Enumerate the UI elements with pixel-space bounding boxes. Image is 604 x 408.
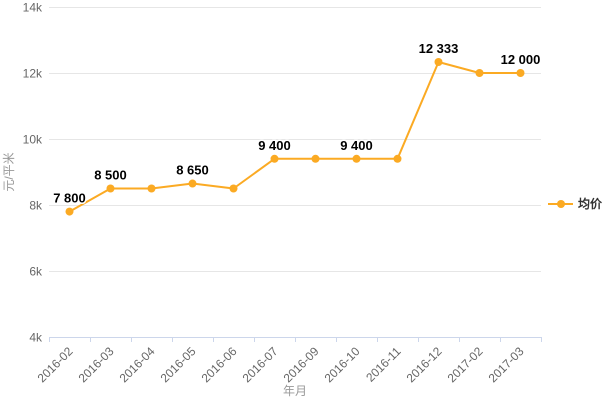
x-axis-tick-label: 2016-06 — [199, 344, 240, 385]
data-point-label: 8 650 — [176, 163, 209, 178]
data-point[interactable] — [516, 69, 525, 77]
data-point-label: 8 500 — [94, 168, 127, 183]
data-point[interactable] — [106, 184, 115, 193]
data-point-label: 12 333 — [419, 41, 459, 56]
x-axis-tick-label: 2016-04 — [117, 344, 158, 385]
data-point-label: 9 400 — [258, 138, 291, 153]
y-axis-title: 元/平米 — [2, 152, 16, 192]
x-axis-tick-label: 2016-07 — [240, 344, 281, 385]
data-point[interactable] — [270, 154, 279, 163]
y-axis-tick-label: 4k — [29, 331, 43, 345]
y-axis-tick-label: 12k — [23, 67, 43, 81]
data-point-label: 7 800 — [53, 191, 86, 206]
data-point[interactable] — [229, 184, 238, 193]
data-point[interactable] — [434, 58, 443, 67]
data-point[interactable] — [393, 154, 402, 163]
legend-line-marker-icon — [548, 199, 573, 208]
x-axis-tick-label: 2017-03 — [486, 344, 527, 385]
x-axis-tick-label: 2017-02 — [445, 344, 486, 385]
y-axis-tick-label: 14k — [23, 1, 43, 15]
data-point-label: 12 000 — [501, 52, 541, 67]
data-point[interactable] — [475, 69, 484, 77]
data-point[interactable] — [311, 154, 320, 163]
data-point[interactable] — [65, 207, 74, 216]
legend-item[interactable]: 均价 — [548, 195, 602, 212]
x-axis-title: 年月 — [282, 384, 307, 398]
y-axis-tick-label: 10k — [23, 133, 43, 147]
x-axis-tick-label: 2016-12 — [404, 344, 445, 385]
y-axis-tick-label: 8k — [29, 199, 43, 213]
legend-dot-icon — [556, 199, 565, 208]
data-point-label: 9 400 — [340, 138, 373, 153]
legend-label: 均价 — [578, 197, 603, 211]
x-axis-tick-label: 2016-09 — [281, 344, 322, 385]
x-axis-tick-label: 2016-11 — [363, 344, 404, 385]
data-point[interactable] — [352, 154, 361, 163]
x-axis-tick-label: 2016-10 — [322, 344, 363, 385]
y-axis-tick-label: 6k — [29, 265, 43, 279]
data-point[interactable] — [147, 184, 156, 193]
data-point[interactable] — [188, 179, 197, 188]
x-axis-tick-label: 2016-03 — [76, 344, 117, 385]
x-axis-tick-label: 2016-02 — [35, 344, 76, 385]
series-line — [69, 61, 521, 213]
x-axis-tick-label: 2016-05 — [158, 344, 199, 385]
